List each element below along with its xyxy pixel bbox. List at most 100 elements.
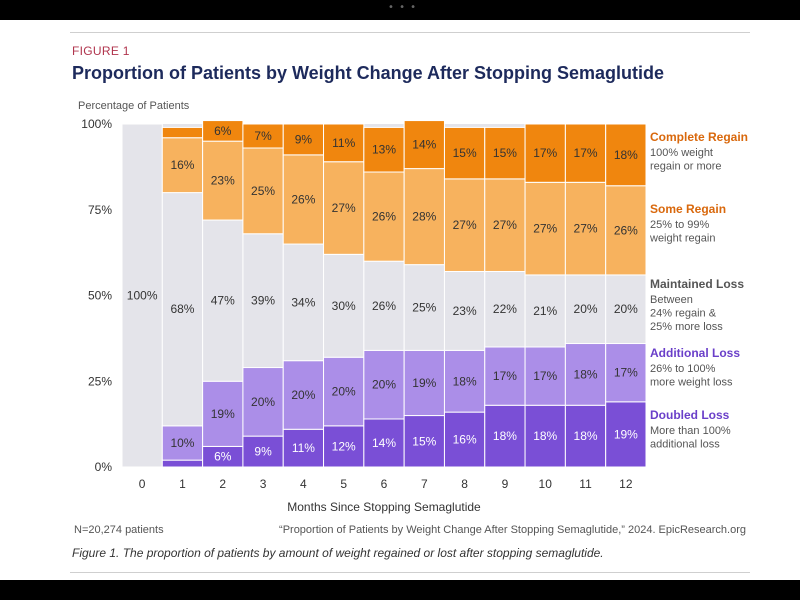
- bar-segment: [524, 274, 566, 348]
- bar-segment: [363, 349, 405, 420]
- legend-description: 24% regain &: [650, 308, 717, 320]
- data-label: 15%: [493, 146, 517, 160]
- data-label: 16%: [170, 158, 194, 172]
- data-label: 17%: [574, 146, 598, 160]
- bar-segment: [403, 120, 445, 170]
- legend-description: weight regain: [649, 233, 715, 245]
- legend-description: more weight loss: [650, 377, 733, 389]
- bar-segment: [363, 126, 405, 173]
- data-label: 27%: [574, 222, 598, 236]
- y-tick-label: 75%: [88, 203, 112, 217]
- bar-segment: [161, 459, 204, 468]
- bar-segment: [564, 123, 607, 183]
- stacked-bar-chart: Percentage of Patients 0% 25% 50% 75% 100% 10 0…: [78, 100, 748, 514]
- data-label: 26%: [372, 299, 396, 313]
- data-label: 68%: [170, 302, 194, 316]
- x-tick-label: 5: [340, 477, 347, 491]
- bar-segment: [282, 243, 325, 362]
- bar-segment: [242, 367, 284, 437]
- data-label: 16%: [453, 433, 477, 447]
- bar-segment: [282, 154, 325, 245]
- data-label: 15%: [453, 146, 477, 160]
- data-label: 47%: [211, 294, 235, 308]
- data-label: 20%: [372, 378, 396, 392]
- data-label: 18%: [574, 367, 598, 381]
- data-label: 27%: [533, 222, 557, 236]
- y-axis-title: Percentage of Patients: [78, 100, 190, 112]
- data-label: 25%: [251, 184, 275, 198]
- bar-segment: [443, 411, 486, 468]
- data-label: 21%: [533, 304, 557, 318]
- legend-title: Maintained Loss: [650, 277, 744, 291]
- bottom-divider: [70, 572, 750, 573]
- legend-description: regain or more: [650, 161, 722, 173]
- figure-label: FIGURE 1: [72, 44, 130, 58]
- bar-segment: [443, 349, 486, 413]
- data-label: 19%: [614, 427, 638, 441]
- x-tick-label: 3: [260, 477, 267, 491]
- data-label: 100%: [127, 289, 158, 303]
- data-label: 9%: [254, 445, 272, 459]
- x-tick-label: 1: [179, 477, 186, 491]
- legend-description: More than 100%: [650, 425, 731, 437]
- bar-segment: [202, 219, 244, 382]
- data-label: 34%: [291, 295, 315, 309]
- bar-segment: [403, 168, 445, 266]
- bar-segment: [524, 346, 566, 406]
- bar-segment: [202, 380, 244, 447]
- source-citation: “Proportion of Patients by Weight Change…: [279, 524, 746, 536]
- y-tick-label: 0%: [95, 460, 113, 474]
- data-label: 17%: [614, 366, 638, 380]
- data-label: 20%: [332, 385, 356, 399]
- bar-segment: [564, 274, 607, 345]
- data-label: 6%: [214, 450, 232, 464]
- legend-title: Complete Regain: [650, 130, 748, 144]
- bar-segment: [524, 123, 566, 183]
- data-label: 19%: [211, 407, 235, 421]
- x-tick-label: 6: [381, 477, 388, 491]
- data-label: 7%: [254, 129, 272, 143]
- data-label: 18%: [493, 429, 517, 443]
- data-label: 15%: [412, 434, 436, 448]
- data-label: 18%: [574, 429, 598, 443]
- data-label: 14%: [372, 436, 396, 450]
- bar-segment: [121, 123, 163, 468]
- figure-title: Proportion of Patients by Weight Change …: [72, 63, 665, 83]
- x-tick-label: 11: [579, 477, 592, 491]
- data-label: 17%: [533, 369, 557, 383]
- bar-segment: [403, 415, 445, 468]
- bar-segment: [282, 123, 325, 156]
- data-label: 27%: [493, 218, 517, 232]
- legend-description: 25% to 99%: [650, 219, 710, 231]
- y-tick-label: 50%: [88, 289, 112, 303]
- figure-caption: Figure 1. The proportion of patients by …: [72, 546, 604, 560]
- data-label: 27%: [453, 218, 477, 232]
- data-label: 18%: [533, 429, 557, 443]
- bar-segment: [524, 404, 566, 468]
- bar-segment: [363, 260, 405, 351]
- x-tick-label: 10: [539, 477, 553, 491]
- bar-segment: [363, 171, 405, 262]
- x-tick-label: 2: [219, 477, 226, 491]
- data-label: 13%: [372, 143, 396, 157]
- bar-segment: [443, 126, 486, 180]
- legend-description: 26% to 100%: [650, 363, 716, 375]
- x-tick-label: 0: [139, 477, 146, 491]
- data-label: 28%: [412, 210, 436, 224]
- x-tick-label: 8: [461, 477, 468, 491]
- bar-segment: [605, 401, 647, 468]
- bar-segment: [323, 161, 365, 255]
- sample-size-note: N=20,274 patients: [74, 524, 164, 536]
- bar-segment: [605, 123, 647, 187]
- legend-title: Some Regain: [650, 202, 726, 216]
- legend-description: 25% more loss: [650, 321, 723, 333]
- data-label: 17%: [493, 369, 517, 383]
- bar-segment: [605, 343, 647, 403]
- x-tick-label: 9: [502, 477, 509, 491]
- bar-segment: [202, 140, 244, 221]
- bar-segment: [161, 126, 204, 139]
- bar-segment: [323, 356, 365, 427]
- data-label: 23%: [453, 304, 477, 318]
- data-label: 11%: [332, 136, 355, 150]
- bar-segment: [323, 425, 365, 468]
